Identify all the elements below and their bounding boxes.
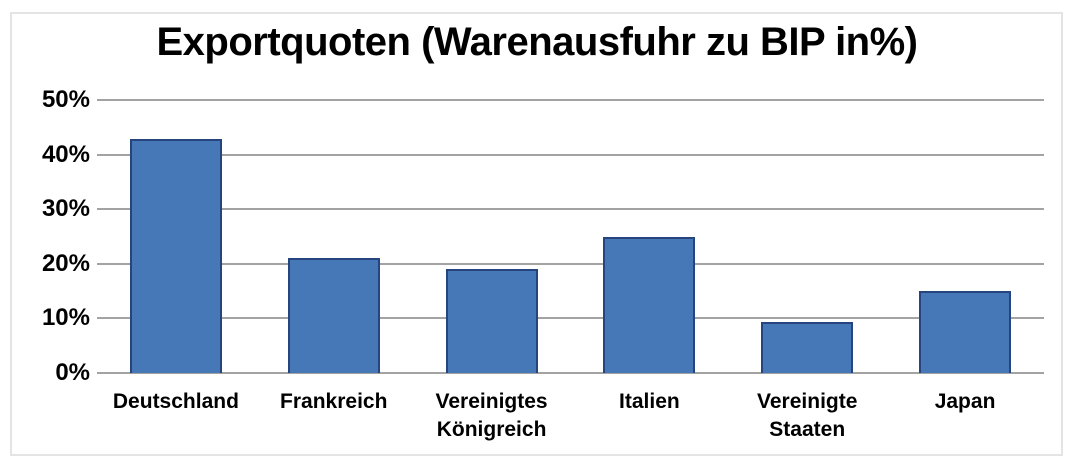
bar-frankreich bbox=[287, 258, 380, 373]
y-tick-label-50%: 50% bbox=[41, 86, 90, 113]
bar-vereinigtes-k-nigreich bbox=[445, 269, 538, 373]
x-category-label-frankreich: Frankreich bbox=[280, 390, 388, 413]
gridline-40% bbox=[97, 153, 1044, 156]
gridline-50% bbox=[97, 99, 1044, 101]
y-tick-label-30%: 30% bbox=[41, 195, 90, 223]
x-category-label-vereinigtes-k-nigreich: Vereinigtes Königreich bbox=[435, 390, 548, 442]
gridline-0% bbox=[97, 372, 1044, 374]
gridline-20% bbox=[97, 262, 1044, 265]
x-category-label-vereinigte-staaten: Vereinigte Staaten bbox=[757, 390, 858, 442]
bar-deutschland bbox=[129, 139, 222, 373]
x-category-label-japan: Japan bbox=[934, 390, 996, 413]
plot-area bbox=[97, 99, 1044, 374]
x-category-label-deutschland: Deutschland bbox=[112, 390, 239, 413]
y-tick-label-0%: 0% bbox=[55, 359, 90, 386]
chart-title: Exportquoten (Warenausfuhr zu BIP in%) bbox=[156, 20, 918, 64]
gridline-10% bbox=[97, 317, 1044, 320]
y-tick-label-10%: 10% bbox=[41, 304, 90, 332]
y-tick-label-40%: 40% bbox=[41, 140, 90, 168]
y-tick-label-20%: 20% bbox=[41, 249, 90, 277]
bar-vereinigte-staaten bbox=[761, 322, 854, 373]
bar-italien bbox=[603, 236, 696, 373]
x-axis-labels: Deutschland Frankreich Vereinigtes Königre… bbox=[97, 388, 1044, 445]
x-category-label-italien: Italien bbox=[619, 390, 680, 413]
gridline-30% bbox=[97, 208, 1044, 211]
bar-japan bbox=[919, 291, 1012, 373]
